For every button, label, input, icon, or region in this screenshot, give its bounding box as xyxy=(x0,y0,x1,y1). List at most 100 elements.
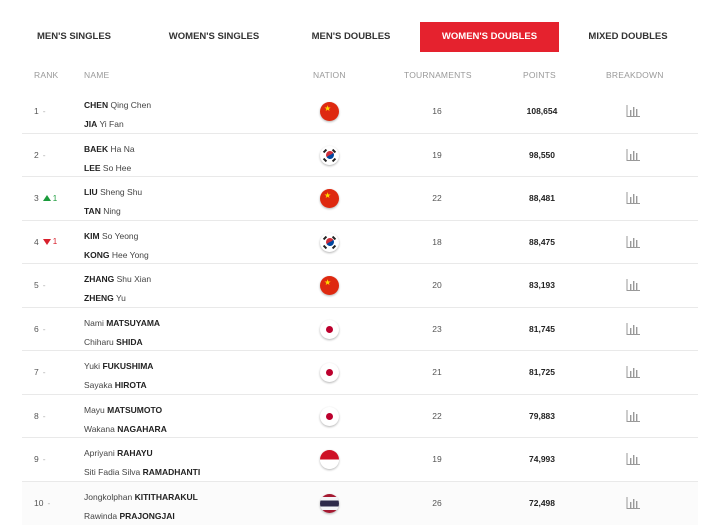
column-rank[interactable]: RANK xyxy=(34,70,59,80)
player-given-name: Chiharu xyxy=(84,336,114,347)
player-name[interactable]: Chiharu SHIDA xyxy=(84,333,160,352)
player-name[interactable]: ZHENG Yu xyxy=(84,289,151,308)
player-names: Mayu MATSUMOTO Wakana NAGAHARA xyxy=(84,401,167,439)
player-given-name: Wakana xyxy=(84,423,115,434)
player-name[interactable]: TAN Ning xyxy=(84,202,142,221)
rank-cell: 3 1 xyxy=(34,177,57,220)
player-name[interactable]: Rawinda PRAJONGJAI xyxy=(84,507,198,526)
points-value: 108,654 xyxy=(526,106,558,117)
player-family-name: MATSUYAMA xyxy=(106,317,161,328)
tournaments-count: 23 xyxy=(432,323,442,334)
tournaments-count: 20 xyxy=(432,280,442,291)
ranking-row[interactable]: 6 - Nami MATSUYAMA Chiharu SHIDA 23 81,7… xyxy=(22,308,698,352)
tab-mixed-doubles[interactable]: MIXED DOUBLES xyxy=(588,31,668,42)
ranking-row[interactable]: 8 - Mayu MATSUMOTO Wakana NAGAHARA 22 79… xyxy=(22,395,698,439)
ranking-row[interactable]: 10 - Jongkolphan KITITHARAKUL Rawinda PR… xyxy=(22,481,698,526)
breakdown-chart-icon[interactable] xyxy=(626,366,640,378)
player-name[interactable]: LEE So Hee xyxy=(84,159,135,178)
japan-flag-icon xyxy=(320,363,339,382)
player-names: BAEK Ha Na LEE So Hee xyxy=(84,140,135,178)
arrow-up-icon xyxy=(42,195,51,202)
japan-flag-icon xyxy=(320,406,339,426)
player-given-name: Yuki xyxy=(84,361,101,371)
column-points[interactable]: POINTS xyxy=(523,70,556,80)
breakdown-chart-icon[interactable] xyxy=(626,105,640,117)
player-family-name: NAGAHARA xyxy=(117,423,167,434)
ranking-row[interactable]: 5 - ZHANG Shu Xian ZHENG Yu 20 83,193 xyxy=(22,264,698,308)
column-nation[interactable]: NATION xyxy=(313,70,346,80)
arrow-down-icon xyxy=(42,238,51,245)
player-name[interactable]: Jongkolphan KITITHARAKUL xyxy=(84,488,198,507)
tab-womens-doubles[interactable]: WOMEN'S DOUBLES xyxy=(420,22,559,52)
player-name[interactable]: Yuki FUKUSHIMA xyxy=(84,357,153,376)
player-family-name: TAN xyxy=(84,206,101,216)
tournaments-count: 22 xyxy=(432,410,442,421)
breakdown-chart-icon[interactable] xyxy=(626,148,640,161)
player-given-name: Ning xyxy=(103,206,121,216)
player-names: CHEN Qing Chen JIA Yi Fan xyxy=(84,96,151,134)
player-name[interactable]: Apriyani RAHAYU xyxy=(84,444,200,463)
ranking-row[interactable]: 7 - Yuki FUKUSHIMA Sayaka HIROTA 21 81,7… xyxy=(22,351,698,395)
player-name[interactable]: LIU Sheng Shu xyxy=(84,183,142,202)
rank-cell: 6 - xyxy=(34,308,46,351)
rank-cell: 5 - xyxy=(34,264,46,307)
player-family-name: CHEN xyxy=(84,100,109,110)
player-names: LIU Sheng Shu TAN Ning xyxy=(84,183,142,221)
rank-number: 6 xyxy=(34,323,39,334)
player-name[interactable]: Wakana NAGAHARA xyxy=(84,420,167,439)
rank-cell: 1 - xyxy=(34,90,46,133)
points-value: 88,475 xyxy=(529,236,555,247)
breakdown-chart-icon[interactable] xyxy=(626,496,640,509)
tab-womens-singles[interactable]: WOMEN'S SINGLES xyxy=(168,31,260,42)
breakdown-chart-icon[interactable] xyxy=(626,322,640,335)
tab-mens-doubles[interactable]: MEN'S DOUBLES xyxy=(311,31,391,42)
breakdown-chart-icon[interactable] xyxy=(626,279,640,291)
player-names: Yuki FUKUSHIMA Sayaka HIROTA xyxy=(84,357,153,395)
player-name[interactable]: KIM So Yeong xyxy=(84,227,149,246)
player-name[interactable]: CHEN Qing Chen xyxy=(84,96,151,115)
player-given-name: Hee Yong xyxy=(111,249,149,260)
player-given-name: Apriyani xyxy=(84,448,115,458)
rank-number: 5 xyxy=(34,280,39,291)
player-family-name: HIROTA xyxy=(114,380,147,390)
ranking-row[interactable]: 9 - Apriyani RAHAYU Siti Fadia Silva RAM… xyxy=(22,438,698,482)
breakdown-chart-icon[interactable] xyxy=(626,192,640,204)
rank-number: 3 xyxy=(34,193,39,204)
breakdown-chart-icon[interactable] xyxy=(626,453,640,465)
player-name[interactable]: ZHANG Shu Xian xyxy=(84,270,151,289)
tournaments-count: 19 xyxy=(432,454,442,465)
tab-mens-singles[interactable]: MEN'S SINGLES xyxy=(36,31,112,42)
player-family-name: SHIDA xyxy=(116,336,143,347)
rank-up-indicator: 1 xyxy=(42,194,57,203)
thailand-flag-icon xyxy=(320,493,339,513)
ranking-row[interactable]: 2 - BAEK Ha Na LEE So Hee 19 98,550 xyxy=(22,134,698,178)
player-family-name: KITITHARAKUL xyxy=(134,491,198,502)
column-tournaments[interactable]: TOURNAMENTS xyxy=(404,70,472,80)
south-korea-flag-icon xyxy=(320,232,339,252)
ranking-row[interactable]: 1 - CHEN Qing Chen JIA Yi Fan 16 108,654 xyxy=(22,90,698,134)
breakdown-chart-icon[interactable] xyxy=(626,409,640,422)
table-header: RANK NAME NATION TOURNAMENTS POINTS BREA… xyxy=(0,70,720,82)
rank-change: 1 xyxy=(52,237,58,247)
indonesia-flag-icon xyxy=(320,450,339,469)
player-given-name: So Hee xyxy=(102,162,132,173)
player-name[interactable]: Nami MATSUYAMA xyxy=(84,314,160,333)
tournaments-count: 16 xyxy=(432,106,442,117)
rank-number: 9 xyxy=(34,454,39,465)
player-given-name: Shu Xian xyxy=(116,274,152,284)
breakdown-chart-icon[interactable] xyxy=(626,235,640,248)
player-given-name: Mayu xyxy=(84,404,105,415)
player-given-name: Siti Fadia Silva xyxy=(84,467,141,477)
player-name[interactable]: KONG Hee Yong xyxy=(84,246,149,265)
ranking-row[interactable]: 4 1 KIM So Yeong KONG Hee Yong 18 88,475 xyxy=(22,221,698,265)
rank-change: - xyxy=(42,410,46,421)
player-name[interactable]: Sayaka HIROTA xyxy=(84,376,153,395)
rank-cell: 10 - xyxy=(34,482,50,526)
player-name[interactable]: Siti Fadia Silva RAMADHANTI xyxy=(84,463,200,482)
player-name[interactable]: BAEK Ha Na xyxy=(84,140,135,159)
player-name[interactable]: JIA Yi Fan xyxy=(84,115,151,134)
ranking-row[interactable]: 3 1 LIU Sheng Shu TAN Ning 22 88,481 xyxy=(22,177,698,221)
player-name[interactable]: Mayu MATSUMOTO xyxy=(84,401,167,420)
column-name[interactable]: NAME xyxy=(84,70,110,80)
player-given-name: Sheng Shu xyxy=(100,187,143,197)
